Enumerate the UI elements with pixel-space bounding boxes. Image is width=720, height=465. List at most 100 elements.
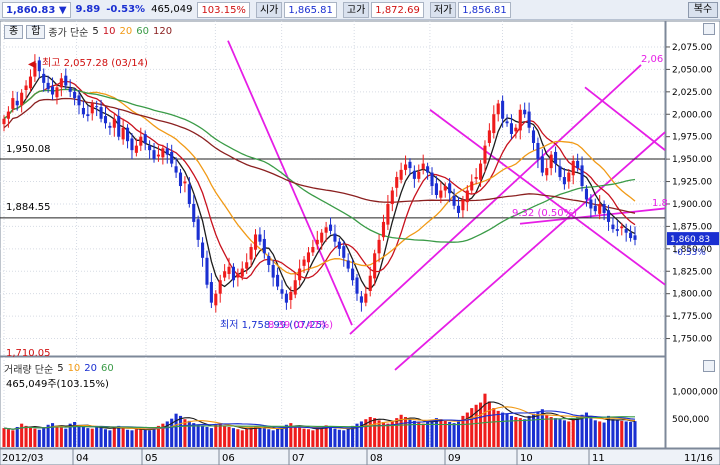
candle-body	[496, 103, 500, 115]
candle	[373, 249, 377, 286]
price-tick-label: 2,000.00	[672, 110, 712, 120]
volume-bar	[527, 415, 531, 447]
time-axis-label: 04	[76, 453, 89, 464]
volume-bar	[558, 419, 562, 447]
volume-bar	[249, 427, 253, 447]
volume-bar	[152, 427, 156, 447]
candle	[24, 80, 28, 100]
candle	[351, 259, 355, 286]
volume-pane-corner-button[interactable]	[703, 360, 715, 372]
candle-body	[284, 293, 288, 303]
volume-tick-label: 500,000	[672, 415, 709, 425]
candle	[492, 105, 496, 139]
volume-ratio: 103.15%	[197, 1, 250, 18]
time-axis-label: 09	[448, 453, 461, 464]
trendline-e	[519, 207, 666, 225]
price-pane-corner-button[interactable]	[703, 23, 715, 35]
candle	[130, 133, 134, 160]
candle-body	[381, 221, 386, 238]
legend-box[interactable]: 종	[4, 24, 24, 39]
candle-body	[615, 229, 619, 231]
candle-body	[624, 229, 628, 233]
candle	[2, 115, 6, 132]
candle-body	[77, 95, 81, 106]
candle	[77, 90, 81, 115]
candle-body	[576, 160, 580, 169]
volume-bar	[117, 425, 121, 447]
candle	[99, 99, 103, 123]
volume-bar	[240, 430, 244, 447]
volume-bar	[143, 429, 147, 447]
candle	[262, 229, 266, 259]
candle	[540, 149, 544, 177]
candle-body	[81, 107, 85, 115]
candle	[289, 286, 293, 309]
volume-bar	[474, 404, 478, 447]
candle-body	[59, 78, 63, 88]
vol-ma20-label: 20	[84, 363, 98, 374]
down-arrow-icon: ▼	[58, 4, 67, 16]
candle	[426, 162, 430, 180]
candle-body	[134, 145, 138, 153]
volume-bar	[439, 419, 443, 447]
candle	[187, 177, 191, 208]
candle-body	[55, 87, 59, 98]
volume-bar	[46, 424, 50, 447]
volume-bar	[598, 421, 602, 447]
candle-body	[2, 118, 6, 125]
candle-body	[606, 210, 611, 222]
candle-body	[399, 169, 403, 180]
candle	[161, 144, 165, 165]
volume-bar	[483, 393, 487, 447]
candle-body	[351, 268, 355, 281]
ma120-label: 120	[152, 26, 173, 37]
volume-bar	[589, 418, 593, 447]
volume-bar	[20, 423, 24, 447]
candle-body	[298, 268, 302, 281]
candle	[355, 273, 359, 301]
candle	[86, 105, 90, 122]
candle-body	[417, 171, 421, 179]
volume-bar	[549, 417, 553, 447]
candle-body	[602, 203, 606, 213]
volume-bar	[395, 418, 399, 447]
volume-bar	[479, 402, 483, 447]
vol-ma60-line	[3, 416, 635, 430]
candle	[103, 107, 108, 129]
volume-info: 465,049주(103.15%)	[6, 379, 109, 390]
volume-bar	[390, 421, 394, 447]
volume-bar	[364, 419, 368, 447]
legend-box-2[interactable]: 합	[26, 24, 46, 39]
annotations: 최고 2,057.28 (03/14) 최저 1,758.99 (07/25) …	[6, 54, 668, 359]
time-axis-label: 10	[520, 453, 533, 464]
trendline-b	[349, 64, 642, 335]
candle-body	[306, 252, 311, 263]
candle-body	[223, 271, 227, 278]
candle-body	[328, 224, 333, 231]
volume-bar	[302, 428, 306, 447]
axes: 2,075.00 2,050.00 2,025.00 2,000.00 1,975.00…	[2, 43, 719, 465]
level-2-label: 1,884.55	[6, 202, 51, 213]
candle-body	[452, 195, 456, 206]
candle-body	[545, 168, 549, 176]
volume-bar	[421, 423, 425, 447]
candle	[633, 226, 637, 246]
volume-bar	[337, 429, 341, 447]
volume-bar	[6, 429, 10, 447]
candle	[434, 176, 438, 199]
candle	[461, 195, 465, 218]
ma60-label: 60	[136, 26, 149, 37]
time-axis-label: 07	[292, 453, 305, 464]
candle-body	[218, 280, 222, 294]
candle-body	[315, 239, 319, 245]
candle-body	[28, 76, 33, 89]
candle-body	[589, 199, 593, 209]
restore-button[interactable]: 복수	[688, 2, 718, 18]
volume-bar	[90, 428, 94, 447]
volume-bar	[37, 429, 41, 447]
volume-bar	[192, 423, 196, 447]
candle-body	[46, 82, 50, 90]
volume-bar	[399, 414, 403, 447]
volume-bar	[64, 428, 68, 447]
